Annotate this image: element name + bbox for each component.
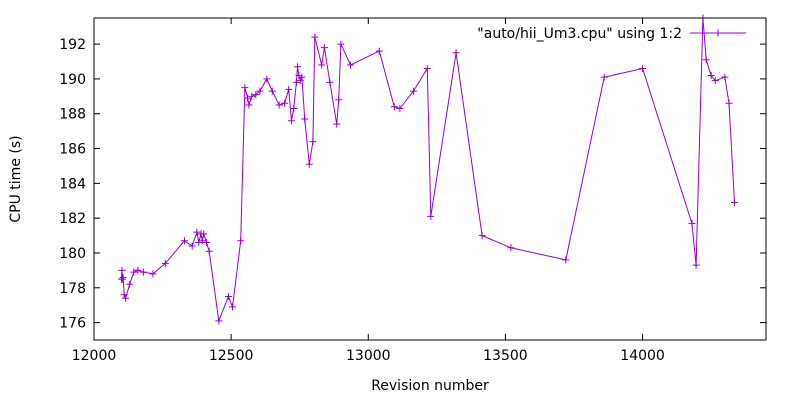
- data-point: [290, 105, 298, 113]
- data-point: [256, 87, 264, 95]
- y-axis-label: CPU time (s): [8, 135, 24, 222]
- data-point: [294, 63, 302, 71]
- data-point: [118, 266, 126, 274]
- data-point: [692, 261, 700, 269]
- data-point: [707, 71, 715, 79]
- data-point: [245, 101, 253, 109]
- data-point: [126, 280, 134, 288]
- data-point: [241, 84, 249, 92]
- data-point: [130, 268, 138, 276]
- data-point: [215, 317, 223, 325]
- data-point: [149, 270, 157, 278]
- data-point: [335, 96, 343, 104]
- x-tick-label: 12500: [209, 348, 254, 364]
- data-point: [248, 92, 256, 100]
- data-point: [301, 115, 309, 123]
- series-layer: [117, 14, 738, 325]
- data-point: [346, 61, 354, 69]
- data-point: [275, 101, 283, 109]
- data-point: [285, 85, 293, 93]
- data-point: [320, 44, 328, 52]
- x-tick-label: 13500: [483, 348, 528, 364]
- data-point: [337, 40, 345, 48]
- y-tick-label: 188: [59, 107, 86, 123]
- data-point: [309, 138, 317, 146]
- legend-marker: [714, 29, 722, 37]
- x-tick-label: 14000: [620, 348, 665, 364]
- y-tick-label: 192: [59, 37, 86, 53]
- data-point: [188, 242, 196, 250]
- data-point: [452, 49, 460, 57]
- data-point: [295, 71, 303, 79]
- data-point: [268, 87, 276, 95]
- y-tick-label: 190: [59, 72, 86, 88]
- data-point: [244, 94, 252, 102]
- data-point: [229, 303, 237, 311]
- data-point: [730, 198, 738, 206]
- data-point: [725, 99, 733, 107]
- data-point: [423, 64, 431, 72]
- data-point: [134, 266, 142, 274]
- data-point: [198, 237, 206, 245]
- data-point: [478, 232, 486, 240]
- data-point: [205, 247, 213, 255]
- data-point: [688, 219, 696, 227]
- ticks-layer: 12000 12500 13000 13500 14000 176 178 180 182 184…: [59, 18, 766, 364]
- data-point: [639, 64, 647, 72]
- data-point: [326, 78, 334, 86]
- data-point: [507, 244, 515, 252]
- data-point: [181, 237, 189, 245]
- data-point: [562, 256, 570, 264]
- data-point: [281, 99, 289, 107]
- y-tick-label: 182: [59, 211, 86, 227]
- data-point: [202, 239, 210, 247]
- data-point: [263, 75, 271, 83]
- data-point: [711, 77, 719, 85]
- data-point: [410, 87, 418, 95]
- data-point: [292, 78, 300, 86]
- plot-frame: [93, 17, 767, 341]
- y-tick-label: 186: [59, 142, 86, 158]
- data-point: [311, 33, 319, 41]
- data-point: [161, 259, 169, 267]
- data-point: [252, 91, 260, 99]
- y-tick-label: 176: [59, 316, 86, 332]
- x-tick-label: 12000: [72, 348, 117, 364]
- data-point: [375, 47, 383, 55]
- legend-label: "auto/hii_Um3.cpu" using 1:2: [477, 26, 682, 42]
- data-point: [200, 230, 208, 238]
- data-point: [600, 73, 608, 81]
- data-point: [333, 120, 341, 128]
- data-point: [721, 73, 729, 81]
- data-point: [396, 105, 404, 113]
- data-point: [119, 275, 127, 283]
- data-point: [427, 212, 435, 220]
- y-tick-label: 184: [59, 176, 86, 192]
- data-point: [237, 237, 245, 245]
- data-point: [193, 228, 201, 236]
- y-tick-label: 178: [59, 281, 86, 297]
- legend: "auto/hii_Um3.cpu" using 1:2: [477, 26, 746, 42]
- data-point: [305, 160, 313, 168]
- data-point: [390, 103, 398, 111]
- data-point: [195, 239, 203, 247]
- data-point: [122, 294, 130, 302]
- data-point: [298, 73, 306, 81]
- data-point: [296, 77, 304, 85]
- series-line: [120, 17, 735, 323]
- x-tick-label: 13000: [346, 348, 391, 364]
- data-point: [139, 268, 147, 276]
- data-point: [287, 117, 295, 125]
- x-axis-label: Revision number: [371, 378, 489, 394]
- y-tick-label: 180: [59, 246, 86, 262]
- data-point: [224, 292, 232, 300]
- data-point: [702, 56, 710, 64]
- data-point: [119, 273, 127, 281]
- data-point: [120, 291, 128, 299]
- data-point: [318, 61, 326, 69]
